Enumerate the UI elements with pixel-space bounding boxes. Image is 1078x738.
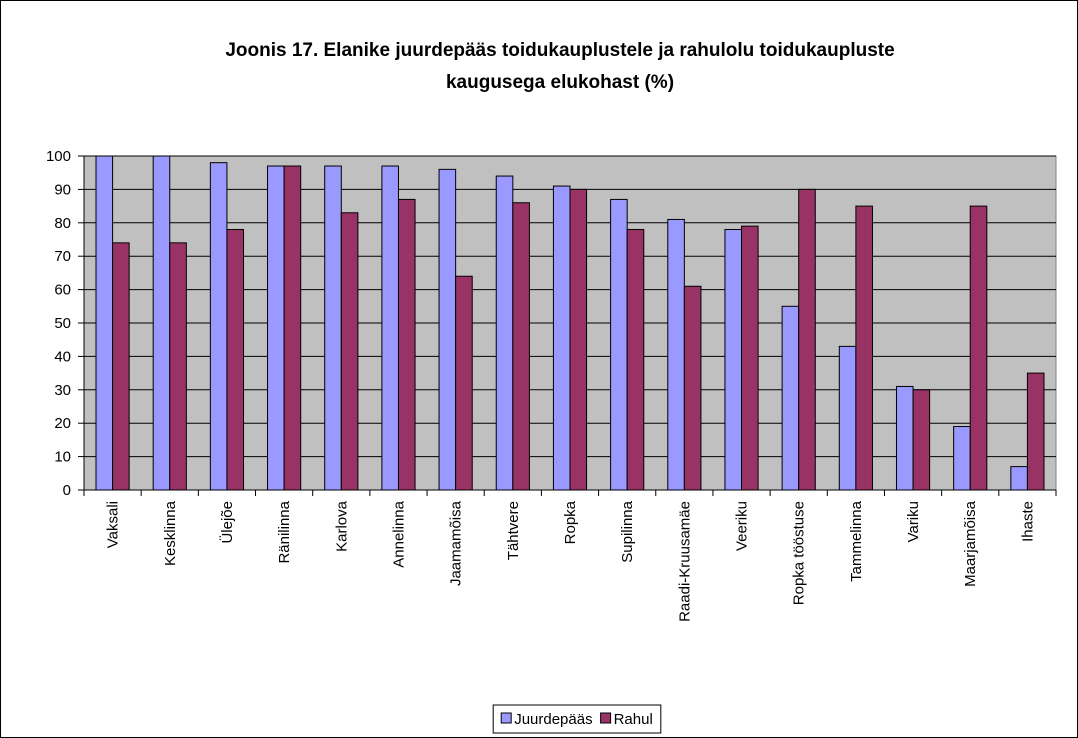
x-tick-label: Ülejõe (218, 501, 236, 544)
bar (267, 165, 285, 491)
x-tick-label: Raadi-Kruusamäe (676, 501, 693, 622)
bar (741, 225, 759, 491)
bar (512, 202, 530, 491)
bar (152, 155, 171, 491)
legend-swatch (500, 712, 512, 724)
bar (381, 165, 399, 491)
x-tick-label: Ränilinna (276, 500, 293, 563)
bar (895, 385, 914, 491)
y-tick-label: 30 (54, 382, 71, 399)
bar (455, 275, 473, 491)
y-tick-label: 10 (54, 449, 71, 466)
bar (495, 175, 514, 491)
x-tick-label: Jaamamõisa (448, 500, 465, 586)
x-tick-label: Variku (905, 501, 922, 542)
x-tick-label: Supilinna (619, 500, 636, 562)
bar (1026, 372, 1045, 491)
bar (781, 305, 800, 491)
bar (724, 228, 743, 491)
x-tick-label: Vaksali (105, 501, 122, 548)
x-tick-label: Ihaste (1019, 501, 1036, 542)
x-tick-label: Annelinna (390, 500, 407, 567)
legend-swatch (600, 712, 612, 724)
bar (912, 389, 931, 491)
legend-box (492, 704, 662, 734)
bar (855, 205, 873, 491)
bar (209, 162, 228, 491)
y-tick-label: 70 (54, 248, 71, 265)
x-tick-label: Tähtvere (505, 501, 522, 560)
y-tick-label: 40 (54, 348, 71, 365)
bar (226, 228, 245, 491)
bar (169, 242, 187, 491)
bar (667, 218, 685, 491)
y-tick-label: 20 (54, 415, 71, 432)
x-tick-label: Veeriku (734, 501, 751, 551)
x-tick-label: Kesklinna (162, 500, 179, 566)
bar (340, 212, 359, 491)
chart-title: Joonis 17. Elanike juurdepääs toidukaupl… (225, 40, 894, 61)
bar (112, 242, 130, 491)
bar (610, 198, 628, 491)
bar (1010, 466, 1028, 491)
y-tick-label: 0 (63, 482, 71, 499)
x-tick-label: Tammelinna (848, 500, 865, 582)
bar (969, 205, 988, 491)
bar (95, 155, 114, 491)
y-tick-label: 100 (46, 148, 71, 165)
legend-label: Rahul (614, 711, 653, 728)
bar (552, 185, 571, 491)
bar (283, 165, 302, 491)
bar (798, 188, 816, 491)
bar (953, 426, 971, 491)
y-tick-label: 50 (54, 315, 71, 332)
bar (569, 188, 588, 491)
y-tick-label: 80 (54, 215, 71, 232)
legend-label: Juurdepääs (514, 711, 592, 728)
chart-title: kaugusega elukohast (%) (446, 72, 674, 93)
y-tick-label: 90 (54, 181, 71, 198)
y-tick-label: 60 (54, 282, 71, 299)
bar (438, 168, 457, 491)
x-tick-label: Ropka tööstuse (791, 501, 808, 605)
bar (397, 198, 416, 491)
x-tick-label: Ropka (562, 500, 579, 544)
bar (683, 285, 702, 491)
x-tick-label: Karlova (333, 500, 350, 552)
bar (838, 345, 857, 491)
bar (626, 228, 645, 491)
bar (324, 165, 342, 491)
x-tick-label: Maarjamõisa (962, 500, 979, 587)
